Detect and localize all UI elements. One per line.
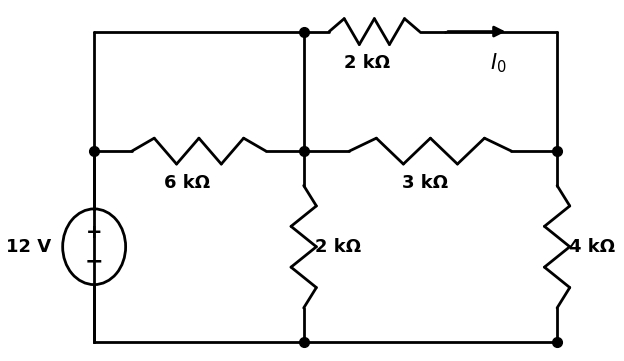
Text: 6 kΩ: 6 kΩ [163,174,210,192]
Text: −: − [85,251,104,271]
Text: 12 V: 12 V [6,238,51,256]
Text: 2 kΩ: 2 kΩ [315,238,361,256]
Text: 4 kΩ: 4 kΩ [569,238,615,256]
Text: +: + [86,223,102,242]
Text: 3 kΩ: 3 kΩ [402,174,449,192]
Text: $I_0$: $I_0$ [490,52,507,75]
Text: 2 kΩ: 2 kΩ [344,55,390,73]
